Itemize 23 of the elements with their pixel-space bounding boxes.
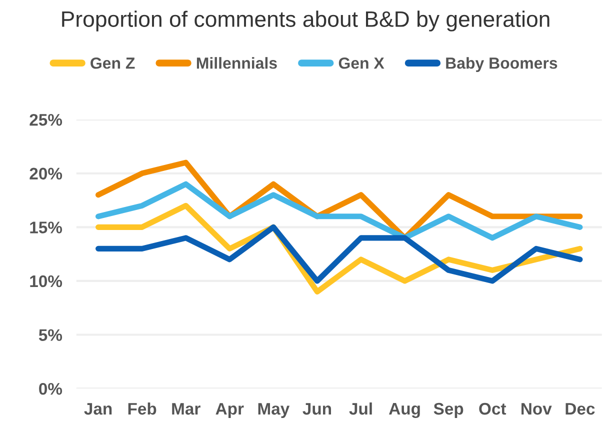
x-tick-label: Sep: [434, 402, 464, 418]
x-tick-label: Aug: [389, 403, 420, 418]
y-tick-label: 5%: [38, 329, 62, 341]
y-tick-label: 15%: [30, 222, 62, 234]
y-tick-label: 20%: [30, 168, 62, 180]
x-tick-label: Dec: [566, 403, 595, 415]
x-tick-label: Feb: [128, 402, 156, 415]
y-tick-label: 10%: [30, 275, 62, 288]
x-tick-label: Mar: [172, 403, 200, 415]
x-tick-label: Jul: [349, 402, 372, 415]
x-tick-label: Nov: [522, 403, 552, 415]
y-tick-label: 0%: [39, 382, 62, 395]
chart-title: Proportion of comments about B&D by generation: [62, 10, 550, 32]
y-tick-label: 25%: [30, 114, 62, 126]
x-tick-label: Oct: [479, 402, 506, 415]
x-tick-label: Jun: [302, 403, 331, 415]
legend-label: Gen X: [338, 57, 384, 69]
x-tick-label: Jan: [84, 403, 112, 415]
x-tick-label: May: [258, 403, 290, 418]
legend-label: Gen Z: [90, 57, 135, 69]
x-tick-label: Apr: [216, 403, 244, 418]
legend-label: Millennials: [196, 57, 277, 69]
legend-label: Baby Boomers: [446, 57, 558, 72]
